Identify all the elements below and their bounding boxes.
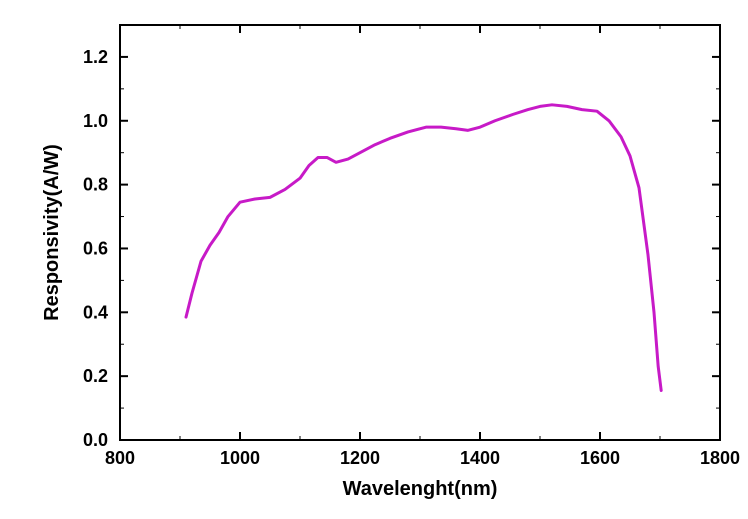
- x-tick-label: 1000: [220, 448, 260, 468]
- y-tick-label: 0.0: [83, 430, 108, 450]
- y-axis-title: Responsivity(A/W): [41, 144, 63, 321]
- y-tick-label: 0.2: [83, 366, 108, 386]
- y-tick-label: 0.8: [83, 175, 108, 195]
- y-tick-label: 1.0: [83, 111, 108, 131]
- y-tick-label: 0.4: [83, 302, 108, 322]
- x-tick-label: 1800: [700, 448, 740, 468]
- y-tick-label: 0.6: [83, 238, 108, 258]
- x-tick-label: 1400: [460, 448, 500, 468]
- responsivity-chart: 800 1000 1200 1400 1600 1800 0.0 0.2 0.4 0.6 0.8 1.…: [0, 0, 748, 519]
- x-tick-label: 800: [105, 448, 135, 468]
- x-axis-title: Wavelenght(nm): [343, 478, 498, 500]
- x-tick-label: 1200: [340, 448, 380, 468]
- y-tick-label: 1.2: [83, 47, 108, 67]
- chart-svg: 800 1000 1200 1400 1600 1800 0.0 0.2 0.4 0.6 0.8 1.…: [0, 0, 748, 519]
- x-tick-label: 1600: [580, 448, 620, 468]
